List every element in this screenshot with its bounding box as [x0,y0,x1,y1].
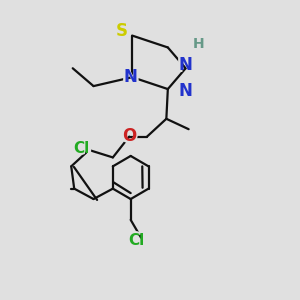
Text: Cl: Cl [74,141,90,156]
Text: Cl: Cl [128,233,145,248]
Text: N: N [179,56,193,74]
Text: H: H [193,38,205,52]
Text: S: S [116,22,128,40]
Text: Cl: Cl [124,231,148,251]
Text: O: O [122,127,136,145]
Text: N: N [124,68,138,86]
Text: N: N [179,82,193,100]
Text: N: N [176,79,196,103]
Text: Cl: Cl [70,139,94,158]
Text: H: H [190,34,208,55]
Text: N: N [176,53,196,77]
Text: S: S [113,19,130,43]
Text: O: O [119,124,139,148]
Text: N: N [121,65,141,89]
